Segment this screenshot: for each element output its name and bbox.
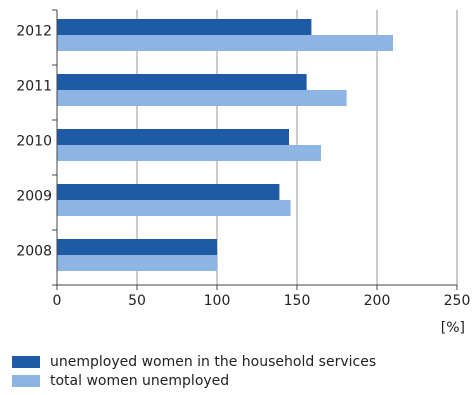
- legend-item-household: unemployed women in the household servic…: [12, 352, 376, 371]
- x-tick-label: 200: [364, 293, 391, 309]
- bar-household-2012: [57, 19, 312, 35]
- legend-item-total: total women unemployed: [12, 371, 376, 390]
- bar-household-2008: [57, 239, 217, 255]
- y-tick-label: 2010: [16, 134, 52, 150]
- x-tick-label: 250: [444, 293, 471, 309]
- bar-household-2009: [57, 184, 280, 200]
- bars-group: [57, 19, 393, 271]
- bar-household-2010: [57, 129, 289, 145]
- legend-swatch-household: [12, 355, 40, 368]
- x-axis-label: [%]: [441, 320, 465, 336]
- legend-swatch-total: [12, 374, 40, 387]
- bar-total-2009: [57, 200, 291, 216]
- labels-group: 2012 2011 2010 2009 2008 0 50 100 150 200 250 [%]: [16, 24, 470, 337]
- bar-total-2012: [57, 35, 393, 51]
- axes-group: [52, 9, 458, 290]
- legend-label-total: total women unemployed: [50, 372, 230, 389]
- legend: unemployed women in the household servic…: [12, 352, 376, 390]
- bar-total-2011: [57, 90, 347, 106]
- x-tick-label: 150: [284, 293, 311, 309]
- legend-label-household: unemployed women in the household servic…: [50, 353, 377, 370]
- bar-total-2010: [57, 145, 321, 161]
- x-tick-label: 0: [53, 293, 62, 309]
- y-tick-label: 2008: [16, 244, 52, 260]
- bar-household-2011: [57, 74, 307, 90]
- x-tick-label: 50: [128, 293, 146, 309]
- y-tick-label: 2009: [16, 189, 52, 205]
- bar-total-2008: [57, 255, 217, 271]
- y-tick-label: 2012: [16, 24, 52, 40]
- x-tick-label: 100: [204, 293, 231, 309]
- y-tick-label: 2011: [16, 79, 52, 95]
